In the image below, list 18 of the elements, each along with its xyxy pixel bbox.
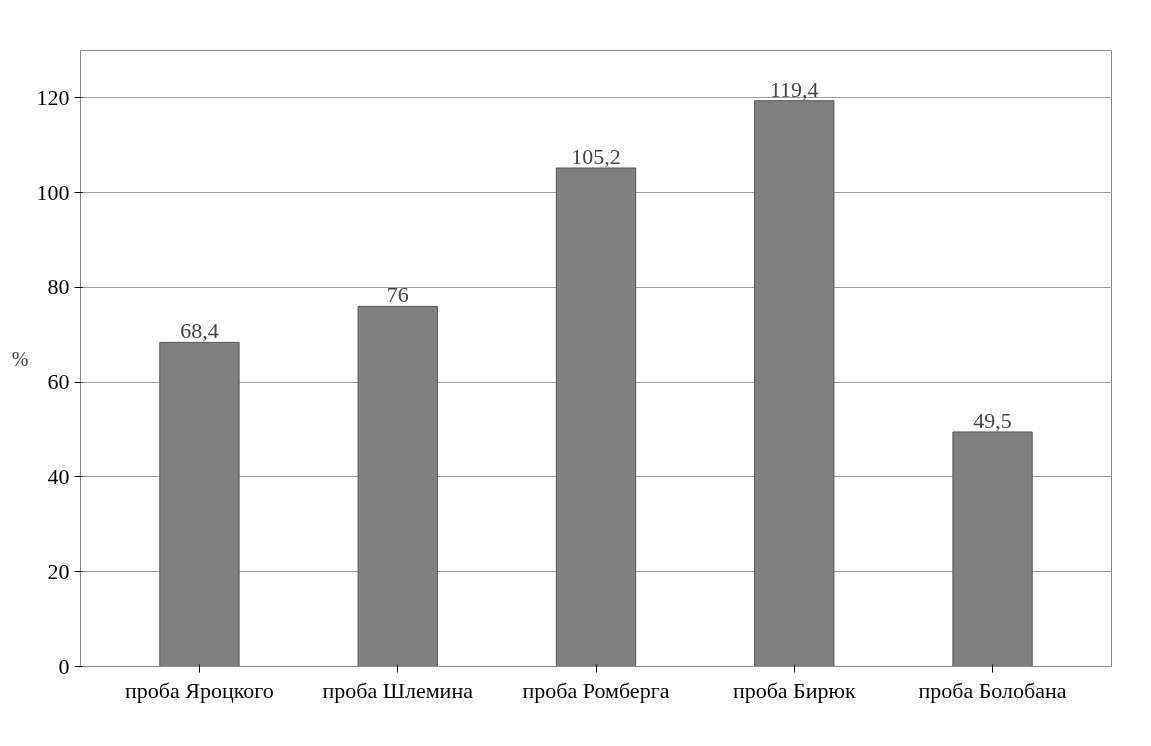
data-label: 105,2 [571, 144, 621, 170]
x-tick-label: проба Бирюк [732, 677, 856, 703]
x-tick-label: проба Яроцкого [125, 677, 274, 703]
y-tick-label: 100 [36, 179, 70, 205]
data-label: 76 [386, 282, 409, 308]
x-tick-label: проба Ромберга [522, 677, 670, 703]
x-tick-label: проба Болобана [918, 677, 1067, 703]
y-tick-label: 80 [47, 274, 70, 300]
y-tick-label: 20 [47, 558, 70, 584]
x-tick-label: проба Шлемина [322, 677, 474, 703]
y-tick-label: 60 [47, 369, 70, 395]
data-label: 49,5 [973, 407, 1012, 433]
data-label: 68,4 [180, 318, 219, 344]
y-tick-label: 0 [58, 653, 70, 679]
y-tick-label: 120 [36, 84, 70, 110]
data-label: 119,4 [769, 76, 819, 102]
y-axis-title: % [11, 347, 29, 370]
y-tick-label: 40 [47, 463, 70, 489]
